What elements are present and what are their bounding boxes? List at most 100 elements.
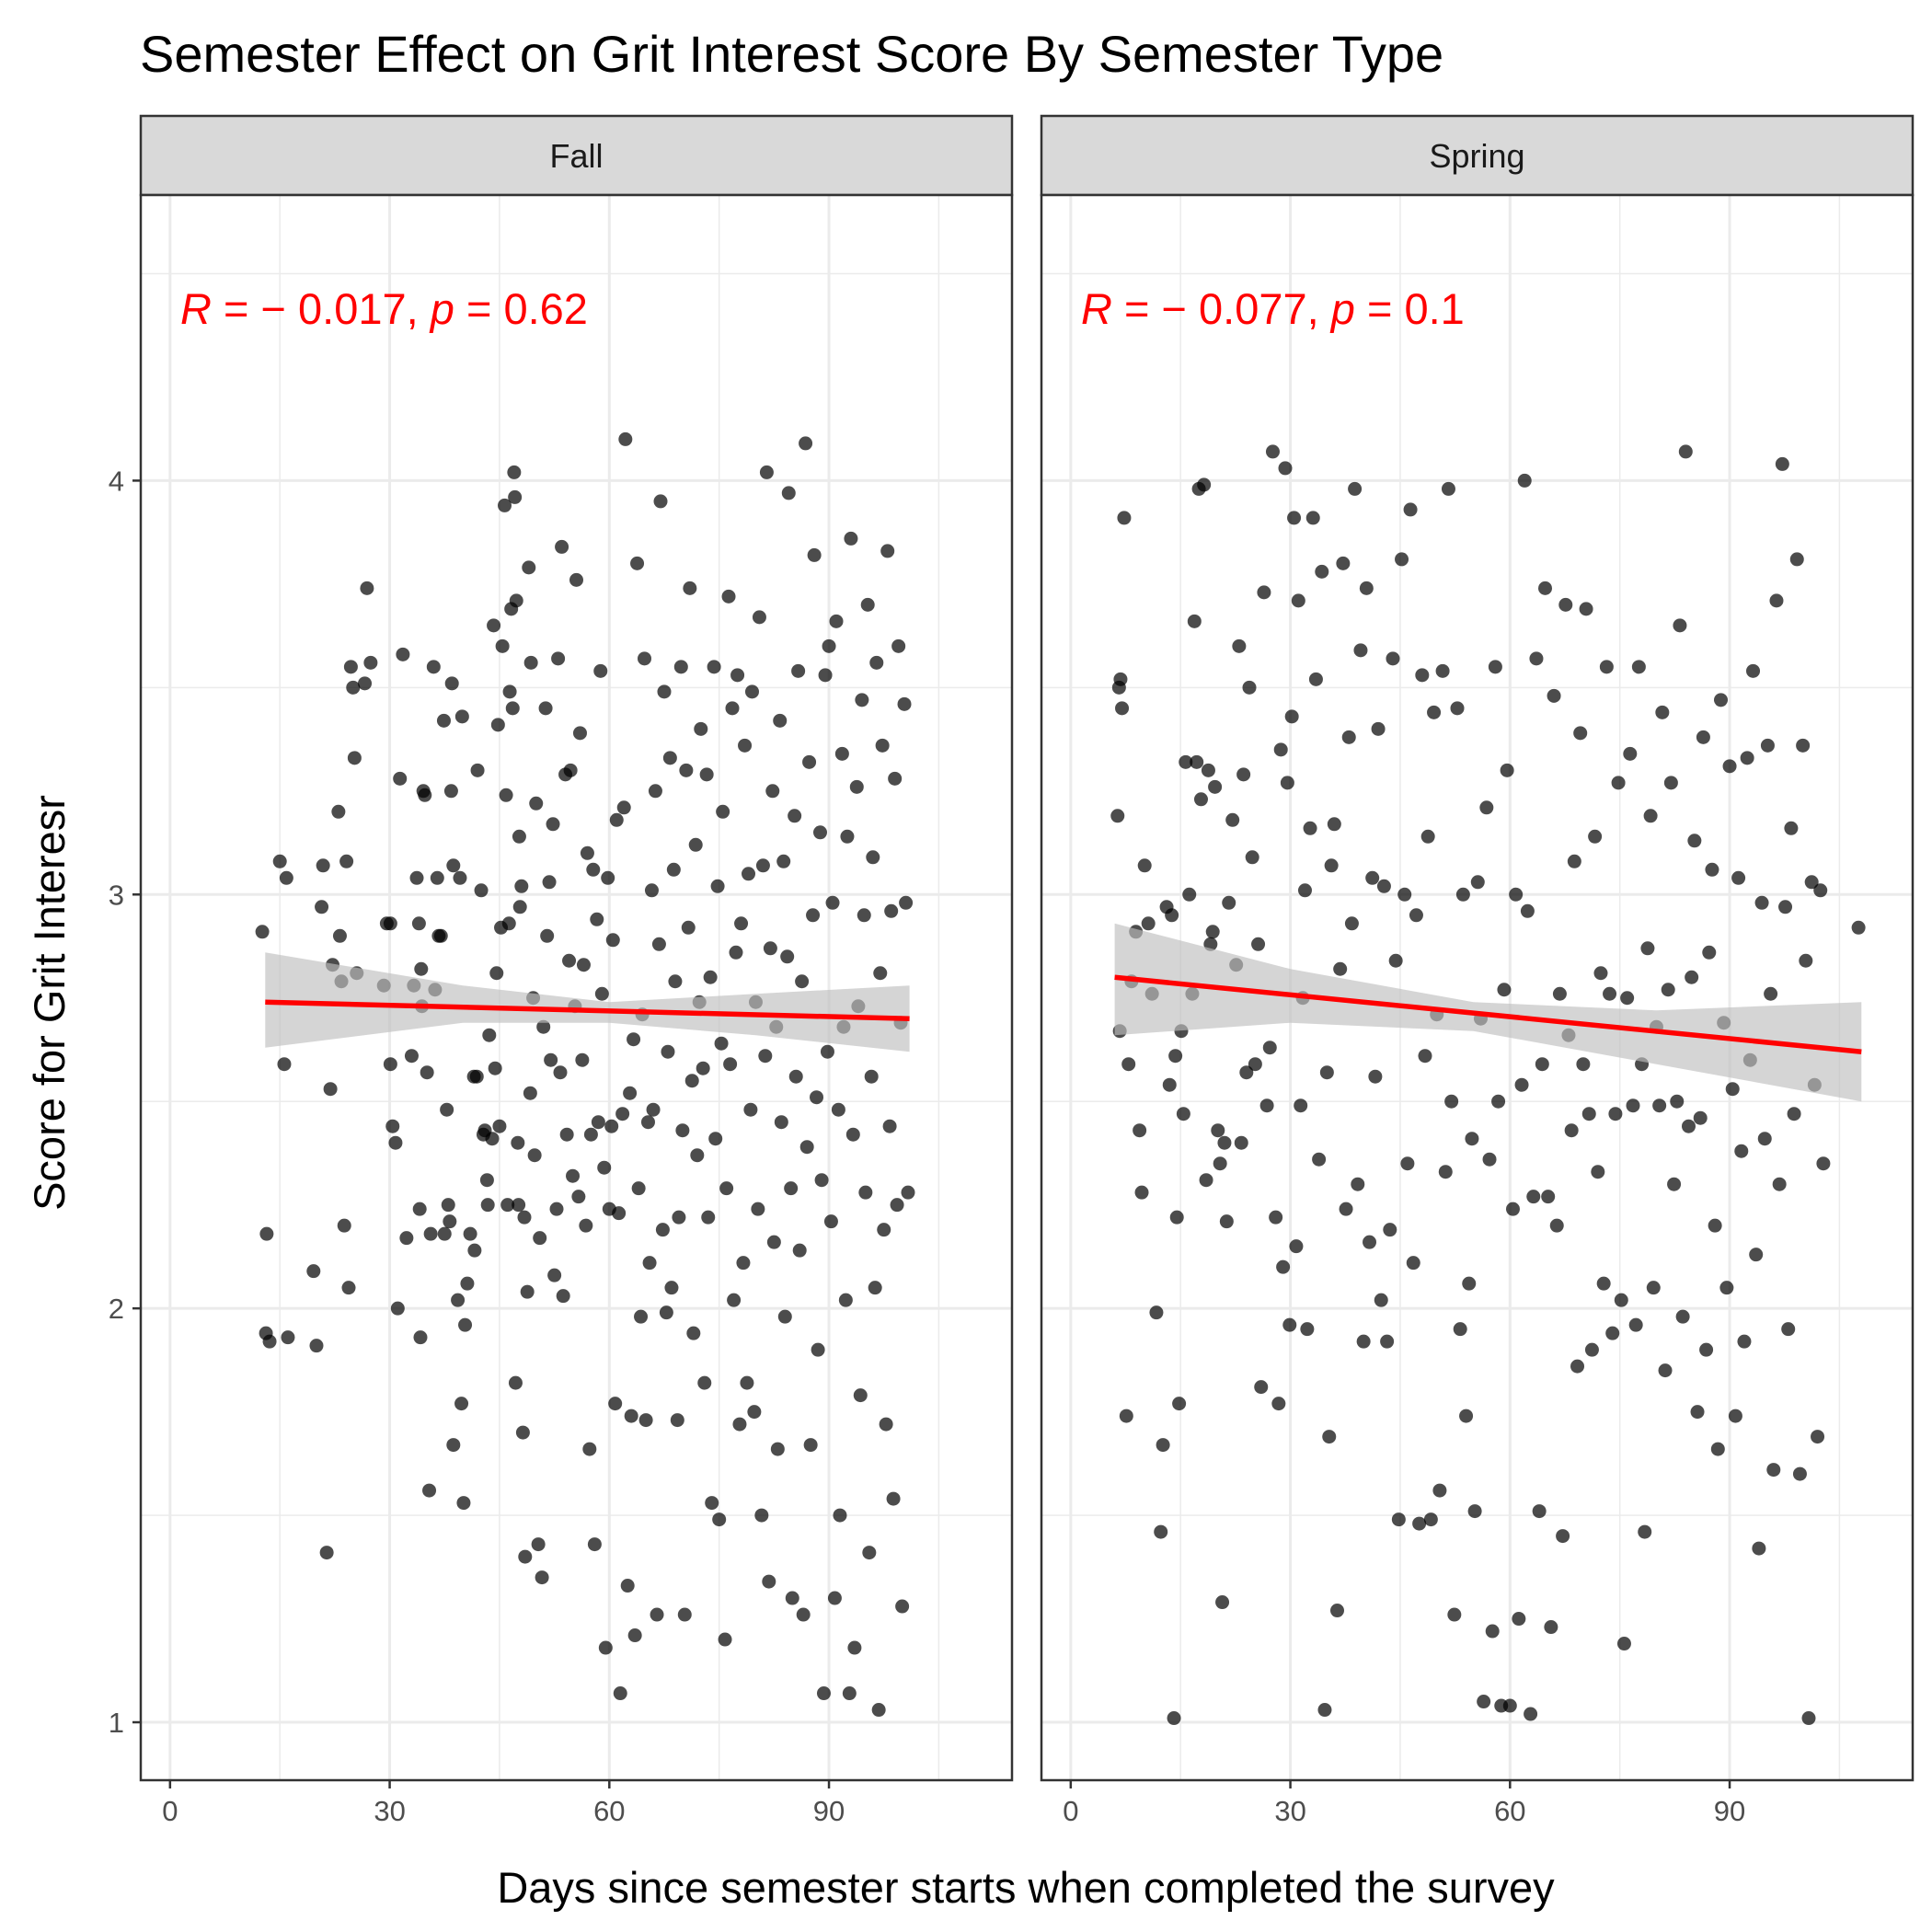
data-point <box>316 858 330 873</box>
data-point <box>1626 1098 1640 1113</box>
data-point <box>556 1289 570 1304</box>
data-point <box>1234 1135 1248 1150</box>
data-point <box>1208 779 1223 794</box>
data-point <box>684 1074 699 1088</box>
data-point <box>1781 1322 1796 1337</box>
data-point <box>518 1549 533 1564</box>
data-point <box>1549 1218 1564 1233</box>
data-point <box>1593 966 1608 981</box>
data-point <box>1792 1466 1807 1481</box>
data-point <box>744 684 759 699</box>
data-point <box>1690 1405 1705 1420</box>
data-point <box>542 875 557 890</box>
data-point <box>1197 477 1212 492</box>
data-point <box>1573 726 1588 741</box>
data-point <box>616 800 631 815</box>
data-point <box>586 862 601 877</box>
data-point <box>623 1086 638 1100</box>
data-point <box>1620 991 1635 1006</box>
data-point <box>385 1119 400 1133</box>
data-point <box>520 1284 535 1299</box>
data-point <box>1294 1098 1308 1113</box>
data-point <box>1532 1504 1547 1519</box>
data-point <box>396 647 410 661</box>
chart-title: Semester Effect on Grit Interest Score B… <box>140 25 1443 83</box>
data-point <box>522 560 536 575</box>
data-point <box>420 1065 434 1080</box>
data-point <box>591 1115 605 1130</box>
data-point <box>1423 1512 1438 1527</box>
data-point <box>788 809 802 823</box>
data-point <box>453 870 467 885</box>
data-point <box>1397 887 1412 902</box>
data-point <box>612 1206 627 1221</box>
data-point <box>1312 1152 1327 1167</box>
data-point <box>1269 1210 1283 1225</box>
data-point <box>1291 593 1305 608</box>
data-point <box>774 1115 788 1130</box>
x-tick-label: 90 <box>813 1795 845 1827</box>
data-point <box>1245 850 1259 865</box>
data-point <box>743 1102 758 1117</box>
data-point <box>422 1483 437 1498</box>
data-point <box>1242 680 1257 695</box>
data-point <box>806 908 821 923</box>
data-point <box>1330 1604 1345 1618</box>
data-point <box>1162 1077 1177 1092</box>
data-point <box>677 1607 692 1622</box>
data-point <box>454 1397 469 1411</box>
data-point <box>1133 1123 1147 1138</box>
data-point <box>1248 1057 1262 1072</box>
data-point <box>719 1181 734 1196</box>
data-point <box>1640 941 1655 956</box>
data-point <box>540 928 555 943</box>
data-point <box>1315 564 1329 579</box>
data-point <box>1169 1210 1184 1225</box>
data-point <box>1280 776 1294 790</box>
data-point <box>1420 829 1435 844</box>
data-point <box>776 854 791 868</box>
data-point <box>1455 887 1470 902</box>
data-point <box>1502 1698 1517 1713</box>
data-point <box>1728 1409 1742 1423</box>
data-point <box>1526 1190 1541 1204</box>
facet-panel-fall: Fall R = − 0.017, p = 0.62 0 30 60 90 1 2 3 4 <box>109 114 1014 1827</box>
data-point <box>272 854 287 868</box>
data-point <box>572 726 587 741</box>
facet-strip-label: Spring <box>1429 137 1524 175</box>
data-point <box>1725 1082 1740 1097</box>
data-point <box>754 1508 769 1523</box>
data-point <box>309 1339 324 1353</box>
data-point <box>1380 1334 1395 1349</box>
data-point <box>1616 1637 1631 1651</box>
data-point <box>1731 870 1746 885</box>
data-point <box>1348 481 1363 496</box>
data-point <box>1760 738 1775 753</box>
data-point <box>755 858 770 873</box>
data-point <box>279 870 293 885</box>
data-point <box>1719 1281 1734 1295</box>
data-point <box>784 1181 799 1196</box>
data-point <box>699 767 714 782</box>
data-point <box>509 593 523 608</box>
data-point <box>1603 986 1617 1001</box>
data-point <box>1611 776 1626 790</box>
data-point <box>487 618 501 633</box>
data-point <box>1450 701 1465 716</box>
data-point <box>1219 1214 1234 1229</box>
data-point <box>1567 854 1581 868</box>
data-point <box>673 660 688 674</box>
data-point <box>807 547 822 562</box>
data-point <box>1804 875 1819 890</box>
data-point <box>1368 1069 1383 1084</box>
y-tick-label: 3 <box>109 879 124 911</box>
data-point <box>758 1049 773 1064</box>
data-point <box>495 638 510 653</box>
data-point <box>816 1686 831 1701</box>
data-point <box>1447 1607 1462 1622</box>
data-point <box>1470 875 1485 890</box>
y-axis-title: Score for Grit Interesr <box>25 795 74 1211</box>
data-point <box>535 1570 549 1585</box>
data-point <box>681 920 696 935</box>
data-point <box>383 1057 397 1072</box>
